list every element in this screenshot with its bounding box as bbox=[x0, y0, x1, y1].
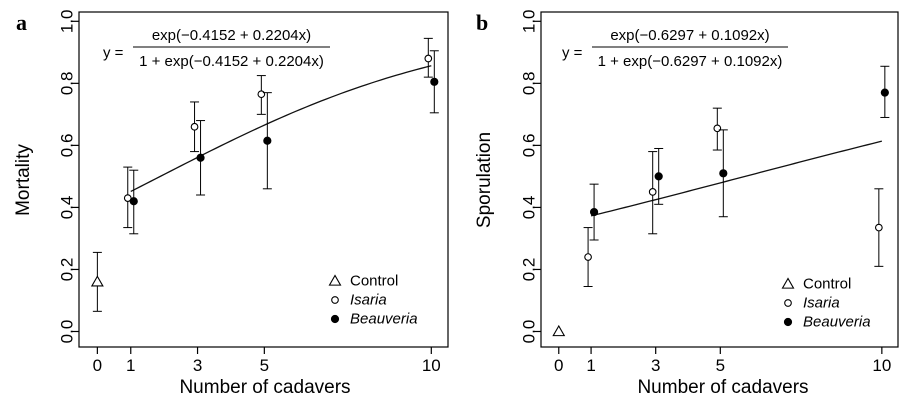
panel-a-marks: 0.0 0.2 0.4 0.6 0.8 1.0 0 1 3 5 10 bbox=[58, 9, 441, 375]
panel-b-marks: 0.0 0.2 0.4 0.6 0.8 1.0 0 1 3 5 10 bbox=[520, 9, 892, 375]
x-tick-label: 0 bbox=[93, 356, 102, 375]
panel-b-legend: Control Isaria Beauveria bbox=[781, 276, 871, 331]
y-tick-label: 0.6 bbox=[58, 134, 77, 158]
y-tick-label: 0.0 bbox=[520, 320, 539, 344]
x-tick-label: 0 bbox=[554, 356, 563, 375]
panel-a-legend: Control Isaria Beauveria bbox=[328, 273, 418, 328]
legend-label-control: Control bbox=[350, 273, 398, 290]
y-tick-label: 0.2 bbox=[58, 258, 77, 282]
x-tick-label: 3 bbox=[193, 356, 202, 375]
y-tick-label: 0.4 bbox=[58, 196, 77, 220]
y-tick-label: 0.2 bbox=[520, 258, 539, 282]
data-point-isaria bbox=[424, 54, 433, 63]
equation-denominator: 1 + exp(−0.6297 + 0.1092x) bbox=[598, 53, 783, 70]
legend-label-isaria: Isaria bbox=[803, 295, 840, 312]
data-point-isaria bbox=[257, 90, 266, 99]
x-tick-label: 10 bbox=[872, 356, 891, 375]
fitted-curve bbox=[590, 140, 883, 217]
data-point-beauveria bbox=[129, 197, 138, 206]
legend-marker-control bbox=[328, 274, 342, 286]
panel-b-y-axis-label: Sporulation bbox=[474, 132, 495, 228]
legend-label-isaria: Isaria bbox=[350, 292, 387, 309]
x-tick-label: 1 bbox=[126, 356, 135, 375]
x-tick-label: 5 bbox=[260, 356, 269, 375]
legend-marker-isaria bbox=[331, 296, 339, 304]
legend-label-beauveria: Beauveria bbox=[350, 311, 418, 328]
equation-denominator: 1 + exp(−0.4152 + 0.2204x) bbox=[139, 53, 324, 70]
data-point-control bbox=[90, 275, 104, 287]
data-point-beauveria bbox=[719, 169, 728, 178]
x-tick-label: 3 bbox=[651, 356, 660, 375]
data-point-beauveria bbox=[654, 172, 663, 181]
legend-marker-beauveria bbox=[783, 317, 793, 327]
legend-label-beauveria: Beauveria bbox=[803, 314, 871, 331]
data-point-beauveria bbox=[589, 207, 599, 217]
data-point-beauveria bbox=[196, 153, 205, 162]
legend-marker-beauveria bbox=[330, 314, 340, 324]
x-tick-label: 1 bbox=[586, 356, 595, 375]
y-tick-label: 1.0 bbox=[58, 9, 77, 33]
data-point-isaria bbox=[648, 188, 657, 196]
panel-b-plot-frame bbox=[540, 11, 899, 348]
data-point-isaria bbox=[874, 223, 883, 232]
data-point-isaria bbox=[123, 194, 132, 202]
panel-a: a 0.0 0.2 0.4 0.6 0.8 1.0 0 1 3 5 10 y = exp(−0.415… bbox=[13, 9, 449, 398]
data-point-isaria bbox=[584, 253, 592, 261]
y-tick-label: 1.0 bbox=[520, 9, 539, 33]
data-point-isaria bbox=[190, 122, 199, 131]
panel-b-equation: y = exp(−0.6297 + 0.1092x) 1 + exp(−0.6297… bbox=[562, 27, 788, 70]
panel-a-x-axis-label: Number of cadavers bbox=[179, 377, 350, 398]
panel-b: b 0.0 0.2 0.4 0.6 0.8 1.0 0 1 3 5 10 y = exp(−0.629… bbox=[474, 9, 899, 398]
y-tick-label: 0.8 bbox=[58, 72, 77, 96]
panel-a-plot-frame bbox=[78, 11, 449, 348]
data-point-control bbox=[552, 324, 566, 337]
panel-a-equation: y = exp(−0.4152 + 0.2204x) 1 + exp(−0.4152… bbox=[103, 27, 330, 70]
fitted-curve bbox=[130, 65, 432, 193]
panel-a-y-axis-label: Mortality bbox=[13, 144, 34, 216]
y-tick-label: 0.6 bbox=[520, 134, 539, 158]
data-point-beauveria bbox=[880, 88, 889, 97]
legend-marker-isaria bbox=[784, 299, 792, 307]
x-tick-label: 5 bbox=[716, 356, 725, 375]
equation-numerator: exp(−0.6297 + 0.1092x) bbox=[610, 27, 769, 44]
data-point-isaria bbox=[713, 124, 722, 133]
x-tick-label: 10 bbox=[422, 356, 441, 375]
y-tick-label: 0.8 bbox=[520, 72, 539, 96]
equation-prefix: y = bbox=[103, 45, 124, 62]
panel-b-letter: b bbox=[476, 10, 488, 35]
legend-label-control: Control bbox=[803, 276, 851, 293]
panel-a-letter: a bbox=[16, 10, 27, 35]
data-point-beauveria bbox=[263, 136, 272, 145]
equation-prefix: y = bbox=[562, 45, 583, 62]
y-tick-label: 0.4 bbox=[520, 196, 539, 220]
equation-numerator: exp(−0.4152 + 0.2204x) bbox=[152, 27, 311, 44]
data-point-beauveria bbox=[430, 77, 439, 86]
panel-b-x-axis-label: Number of cadavers bbox=[637, 377, 808, 398]
y-tick-label: 0.0 bbox=[58, 320, 77, 344]
legend-marker-control bbox=[781, 277, 795, 289]
